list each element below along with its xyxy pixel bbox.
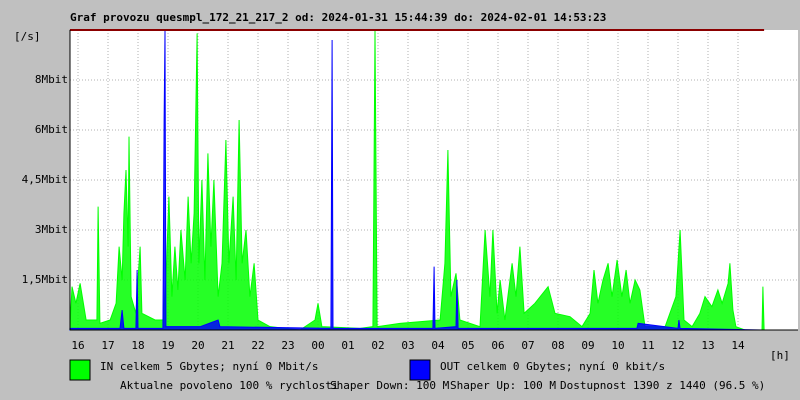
legend-swatch (409, 359, 431, 381)
x-tick-label: 16 (71, 339, 84, 352)
footer-text: Aktualne povoleno 100 % rychlosti (120, 379, 339, 392)
y-tick-label: 6Mbit (35, 123, 68, 136)
x-tick-label: 06 (491, 339, 504, 352)
x-tick-label: 05 (461, 339, 474, 352)
x-tick-label: 12 (671, 339, 684, 352)
x-tick-label: 23 (281, 339, 294, 352)
x-tick-label: 09 (581, 339, 594, 352)
footer-text: Shaper Up: 100 M (450, 379, 556, 392)
x-tick-label: 19 (161, 339, 174, 352)
x-tick-label: 08 (551, 339, 564, 352)
x-tick-label: 13 (701, 339, 714, 352)
legend-label: OUT celkem 0 Gbytes; nyní 0 kbit/s (440, 360, 665, 373)
y-tick-label: 8Mbit (35, 73, 68, 86)
x-tick-label: 04 (431, 339, 445, 352)
x-axis-label: [h] (770, 349, 790, 362)
x-tick-label: 10 (611, 339, 624, 352)
x-tick-label: 18 (131, 339, 144, 352)
chart-title: Graf provozu quesmpl_172_21_217_2 od: 20… (70, 11, 606, 24)
x-tick-label: 22 (251, 339, 264, 352)
x-tick-label: 02 (371, 339, 384, 352)
x-tick-label: 03 (401, 339, 414, 352)
x-tick-label: 01 (341, 339, 354, 352)
legend-label: IN celkem 5 Gbytes; nyní 0 Mbit/s (100, 360, 319, 373)
legend-swatch (69, 359, 91, 381)
x-tick-label: 11 (641, 339, 654, 352)
x-tick-label: 20 (191, 339, 204, 352)
footer-text: Dostupnost 1390 z 1440 (96.5 %) (560, 379, 765, 392)
x-tick-label: 14 (731, 339, 745, 352)
x-tick-label: 07 (521, 339, 534, 352)
x-tick-label: 17 (101, 339, 114, 352)
x-tick-label: 21 (221, 339, 234, 352)
y-tick-label: 4,5Mbit (22, 173, 68, 186)
y-tick-label: 3Mbit (35, 223, 68, 236)
x-tick-label: 00 (311, 339, 324, 352)
y-tick-label: 1,5Mbit (22, 273, 68, 286)
y-axis-label: [/s] (14, 30, 41, 43)
footer-text: Shaper Down: 100 M (330, 379, 450, 392)
traffic-area (69, 29, 765, 331)
